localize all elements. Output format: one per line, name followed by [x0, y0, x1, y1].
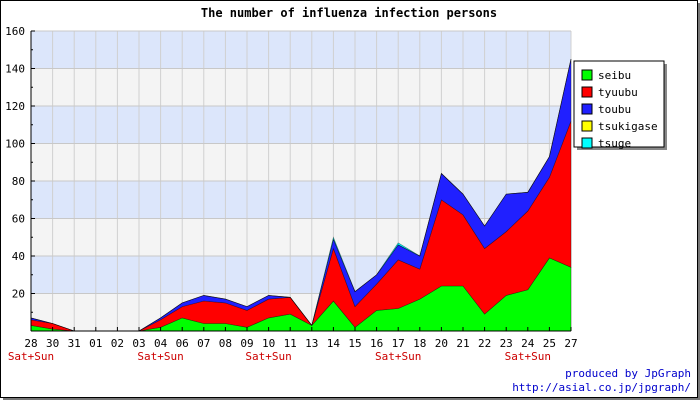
x-tick-label: 10 [262, 337, 275, 350]
x-tick-label: 20 [435, 337, 448, 350]
x-tick-label: 11 [284, 337, 297, 350]
x-tick-label: 31 [68, 337, 81, 350]
x-tick-label: 16 [370, 337, 383, 350]
x-tick-label: 21 [456, 337, 469, 350]
x-tick-label: 09 [240, 337, 253, 350]
legend-swatch-tyuubu [581, 86, 593, 98]
background-band [31, 106, 571, 144]
x-tick-label: 14 [327, 337, 341, 350]
y-tick-label: 120 [5, 100, 25, 113]
legend-label-tyuubu: tyuubu [598, 86, 638, 99]
legend-label-tsuge: tsuge [598, 137, 631, 150]
x-tick-label: 18 [413, 337, 426, 350]
legend-label-tsukigase: tsukigase [598, 120, 658, 133]
x-tick-label: 08 [219, 337, 232, 350]
legend-swatch-tsuge [581, 137, 593, 149]
legend-swatch-toubu [581, 103, 593, 115]
x-tick-label: 06 [176, 337, 189, 350]
x-tick-label: 02 [111, 337, 124, 350]
y-tick-label: 160 [5, 25, 25, 38]
y-tick-label: 140 [5, 63, 25, 76]
background-band [31, 143, 571, 181]
x-tick-label: 04 [154, 337, 168, 350]
y-tick-label: 80 [12, 175, 25, 188]
x-tick-label: 28 [24, 337, 37, 350]
x-tick-label: 24 [521, 337, 535, 350]
y-tick-label: 60 [12, 213, 25, 226]
weekend-label: Sat+Sun [8, 350, 54, 363]
chart-title: The number of influenza infection person… [201, 6, 497, 20]
x-tick-label: 22 [478, 337, 491, 350]
x-tick-label: 17 [392, 337, 405, 350]
background-band [31, 68, 571, 106]
x-tick-label: 25 [543, 337, 556, 350]
y-tick-label: 100 [5, 138, 25, 151]
area-tsuge [30, 59, 572, 332]
weekend-label: Sat+Sun [245, 350, 291, 363]
credit-producer: produced by JpGraph [565, 367, 691, 380]
x-tick-label: 03 [132, 337, 145, 350]
weekend-label: Sat+Sun [375, 350, 421, 363]
legend-swatch-seibu [581, 69, 593, 81]
x-tick-label: 23 [500, 337, 513, 350]
credit-url[interactable]: http://asial.co.jp/jpgraph/ [512, 381, 691, 394]
y-tick-label: 40 [12, 250, 25, 263]
legend-label-toubu: toubu [598, 103, 631, 116]
x-tick-label: 27 [564, 337, 577, 350]
x-tick-label: 01 [89, 337, 102, 350]
x-tick-label: 30 [46, 337, 59, 350]
legend-swatch-tsukigase [581, 120, 593, 132]
weekend-label: Sat+Sun [137, 350, 183, 363]
legend-label-seibu: seibu [598, 69, 631, 82]
background-band [31, 31, 571, 69]
x-tick-label: 07 [197, 337, 210, 350]
weekend-label: Sat+Sun [505, 350, 551, 363]
y-tick-label: 20 [12, 288, 25, 301]
x-tick-label: 15 [348, 337, 361, 350]
background-band [31, 181, 571, 219]
x-tick-label: 13 [305, 337, 318, 350]
